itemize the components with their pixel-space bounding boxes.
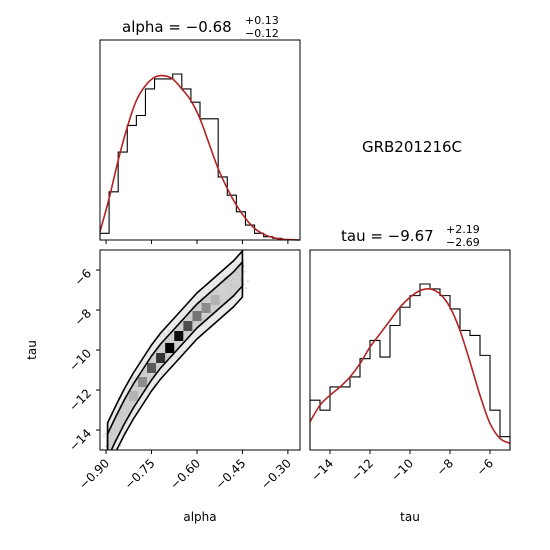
joint-plot-area: [101, 250, 249, 450]
alpha-histogram-panel: [99, 39, 301, 244]
tau-xtick-label: −12: [348, 456, 376, 484]
joint-contour-outer: [106, 250, 244, 450]
joint-hist-cell: [165, 343, 175, 353]
tau-xtick-label: −10: [388, 456, 416, 484]
tau-ytick-label: −8: [72, 306, 94, 328]
tau-ytick-label: −6: [72, 266, 94, 288]
x-axis-label-tau: tau: [400, 510, 420, 524]
joint-sample-point: [104, 445, 107, 448]
tau-xtick-label: −14: [308, 456, 336, 484]
tau-ytick-label: −12: [66, 386, 94, 414]
joint-hist-cell: [183, 321, 193, 331]
joint-hist-cell: [156, 353, 166, 363]
tau-histogram-panel: −14 −12 −10 −8 −6: [308, 249, 511, 484]
joint-hist-cell: [210, 295, 220, 305]
alpha-kde-curve: [99, 74, 301, 241]
tau-ytick-label: −10: [66, 346, 94, 374]
tau-ytick-label: −14: [66, 426, 94, 454]
joint-hist-cell: [219, 285, 229, 295]
tau-hist-steps: [309, 283, 511, 450]
tau-title-sup: +2.19: [446, 223, 480, 236]
x-axis-label-alpha: alpha: [183, 510, 216, 524]
joint-hist-cell: [137, 377, 147, 387]
joint-hist-cell: [201, 303, 211, 313]
alpha-xtick-label: −0.75: [122, 456, 158, 492]
alpha-xtick-label: −0.45: [213, 456, 249, 492]
y-axis-label-tau: tau: [25, 340, 39, 360]
tau-title-sub: −2.69: [446, 236, 480, 249]
alpha-xtick-label: −0.90: [76, 456, 112, 492]
grb-label: GRB201216C: [362, 138, 462, 156]
tau-xtick-label: −8: [434, 456, 456, 478]
joint-hist-cell: [119, 405, 129, 415]
joint-sample-point: [247, 280, 249, 283]
tau-title-main: tau = −9.67: [341, 227, 434, 245]
alpha-title-main: alpha = −0.68: [122, 18, 232, 36]
tau-xtick-label: −6: [474, 456, 496, 478]
joint-sample-point: [101, 447, 104, 450]
alpha-title-sup: +0.13: [245, 14, 279, 27]
joint-hist-cell: [147, 363, 157, 373]
joint-contour-inner: [106, 259, 244, 450]
joint-hist-cell: [192, 311, 202, 321]
alpha-title-sub: −0.12: [245, 27, 279, 40]
alpha-title: alpha = −0.68: [122, 18, 232, 36]
joint-sample-point: [243, 265, 245, 268]
alpha-frame: [99, 39, 301, 241]
alpha-hist-steps: [99, 73, 300, 241]
joint-sample-point: [104, 432, 107, 435]
alpha-xtick-label: −0.30: [258, 456, 294, 492]
tau-kde-curve: [309, 288, 511, 445]
joint-sample-point: [120, 445, 123, 448]
joint-hist-cell: [128, 391, 138, 401]
joint-hist-cell: [174, 331, 184, 341]
joint-sample-point: [244, 270, 247, 273]
alpha-xtick-label: −0.60: [167, 456, 203, 492]
joint-sample-point: [103, 435, 105, 438]
joint-alpha-tau-panel: −0.90 −0.75 −0.60 −0.45 −0.30 −6 −8 −10 −12 −14: [66, 249, 301, 492]
joint-sample-point: [244, 287, 247, 290]
